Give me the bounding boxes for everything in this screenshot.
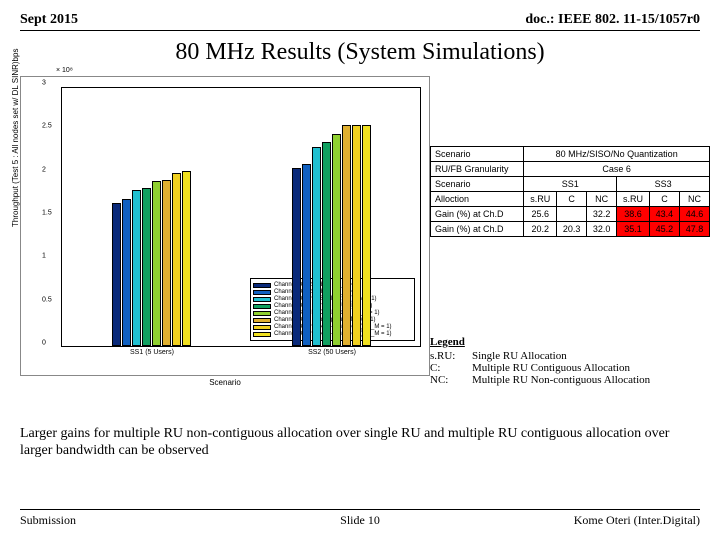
table-cell: 80 MHz/SISO/No Quantization (524, 147, 710, 162)
table-cell (557, 207, 587, 222)
bar (302, 164, 311, 346)
legend-swatch (253, 304, 271, 309)
bar (112, 203, 121, 346)
ytick: 0.5 (42, 296, 52, 303)
table-cell: 47.8 (679, 222, 709, 237)
bar (182, 171, 191, 346)
table-cell: 43.4 (649, 207, 679, 222)
footer: Submission Slide 10 Kome Oteri (Inter.Di… (20, 509, 700, 528)
table-cell: Scenario (431, 177, 524, 192)
legend-swatch (253, 283, 271, 288)
table-cell: 20.3 (557, 222, 587, 237)
bar (362, 125, 371, 346)
ytick: 1.5 (42, 210, 52, 217)
table-cell: 32.2 (587, 207, 617, 222)
legend-desc: Multiple RU Non-contiguous Allocation (472, 374, 650, 386)
bar (122, 199, 131, 346)
table-cell: 20.2 (524, 222, 557, 237)
table-cell: Case 6 (524, 162, 710, 177)
bar (142, 188, 151, 346)
footer-author: Kome Oteri (Inter.Digital) (574, 513, 700, 528)
results-table: Scenario80 MHz/SISO/No QuantizationRU/FB… (430, 146, 710, 237)
table-cell: 45.2 (649, 222, 679, 237)
bar (342, 125, 351, 346)
legend-abbr: C: (430, 362, 472, 374)
footer-slide-number: Slide 10 (340, 513, 380, 528)
table-cell: 44.6 (679, 207, 709, 222)
ytick: 2.5 (42, 123, 52, 130)
legend-desc: Single RU Allocation (472, 350, 567, 362)
xtick: SS1 (5 Users) (130, 349, 174, 356)
chart-xlabel: Scenario (209, 378, 241, 387)
header: Sept 2015 doc.: IEEE 802. 11-15/1057r0 (20, 12, 700, 31)
header-doc-id: doc.: IEEE 802. 11-15/1057r0 (525, 12, 700, 28)
bar (162, 180, 171, 346)
table-cell: RU/FB Granularity (431, 162, 524, 177)
table-cell: 38.6 (617, 207, 650, 222)
bar-chart: × 10⁸ Throughput (Test 5 : All nodes set… (20, 76, 430, 376)
ytick: 0 (42, 340, 46, 347)
bar (152, 181, 161, 346)
bar-group (292, 125, 371, 346)
table-cell: 25.6 (524, 207, 557, 222)
legend-item: NC:Multiple RU Non-contiguous Allocation (430, 374, 710, 386)
table-cell: Gain (%) at Ch.D (431, 222, 524, 237)
table-cell: NC (587, 192, 617, 207)
legend-block: Legend s.RU:Single RU AllocationC:Multip… (430, 336, 710, 386)
ytick: 1 (42, 253, 46, 260)
chart-exponent: × 10⁸ (56, 67, 73, 74)
legend-swatch (253, 332, 271, 337)
page-title: 80 MHz Results (System Simulations) (20, 39, 700, 66)
bar (172, 173, 181, 346)
bar (332, 134, 341, 346)
table-cell: C (557, 192, 587, 207)
legend-swatch (253, 311, 271, 316)
bar (132, 190, 141, 346)
legend-item: C:Multiple RU Contiguous Allocation (430, 362, 710, 374)
legend-swatch (253, 297, 271, 302)
ytick: 2 (42, 166, 46, 173)
legend-title: Legend (430, 336, 710, 348)
legend-desc: Multiple RU Contiguous Allocation (472, 362, 630, 374)
results-table-block: Scenario80 MHz/SISO/No QuantizationRU/FB… (430, 146, 710, 237)
bar (322, 142, 331, 346)
table-cell: NC (679, 192, 709, 207)
table-cell: Alloction (431, 192, 524, 207)
bar (312, 147, 321, 346)
xtick: SS2 (50 Users) (308, 349, 356, 356)
ytick: 3 (42, 80, 46, 87)
bar (352, 125, 361, 346)
bar-group (112, 171, 191, 346)
table-cell: Gain (%) at Ch.D (431, 207, 524, 222)
table-cell: SS3 (617, 177, 710, 192)
table-cell: s.RU (617, 192, 650, 207)
header-date: Sept 2015 (20, 12, 78, 28)
bar (292, 168, 301, 346)
table-cell: Scenario (431, 147, 524, 162)
table-cell: C (649, 192, 679, 207)
table-cell: SS1 (524, 177, 617, 192)
plot-area: Channel D - Random (N_M = 1)Channel D - … (61, 87, 421, 347)
content-area: × 10⁸ Throughput (Test 5 : All nodes set… (20, 76, 700, 396)
legend-swatch (253, 318, 271, 323)
legend-abbr: NC: (430, 374, 472, 386)
table-cell: 32.0 (587, 222, 617, 237)
legend-swatch (253, 290, 271, 295)
legend-swatch (253, 325, 271, 330)
conclusion-text: Larger gains for multiple RU non-contigu… (20, 426, 700, 460)
table-cell: 35.1 (617, 222, 650, 237)
legend-item: s.RU:Single RU Allocation (430, 350, 710, 362)
footer-left: Submission (20, 513, 76, 528)
chart-ylabel: Throughput (Test 5 : All nodes set w/ DL… (11, 49, 20, 227)
legend-abbr: s.RU: (430, 350, 472, 362)
table-cell: s.RU (524, 192, 557, 207)
